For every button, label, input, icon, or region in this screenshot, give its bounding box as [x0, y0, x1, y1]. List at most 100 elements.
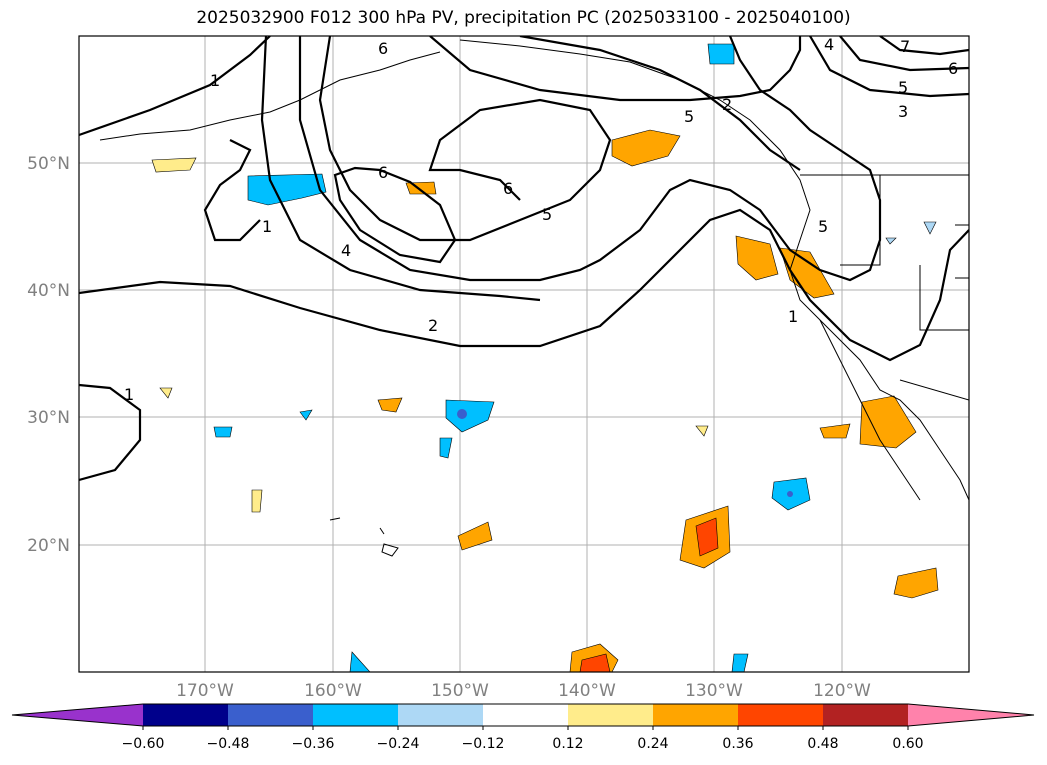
negative-pc-area [731, 653, 749, 672]
negative-pc-area [299, 409, 313, 421]
contour-label: 6 [948, 59, 958, 78]
colorbar-extend-high [908, 704, 1034, 726]
lat-label: 50°N [27, 154, 70, 174]
pv-contour [79, 36, 271, 137]
contour-label: 4 [341, 241, 351, 260]
colorbar-segment [568, 704, 654, 726]
contour-label: 4 [824, 35, 834, 54]
positive-pc-area [151, 157, 197, 173]
positive-pc-area [377, 397, 403, 413]
contour-label: 1 [124, 385, 134, 404]
lat-label: 20°N [27, 536, 70, 556]
colorbar-segment [398, 704, 484, 726]
pv-contour [318, 36, 612, 242]
lat-label: 30°N [27, 408, 70, 428]
colorbar-segment [313, 704, 399, 726]
contour-label: 6 [378, 39, 388, 58]
colorbar-tick-label: −0.60 [122, 736, 165, 752]
latitude-labels: 50°N 40°N 30°N 20°N [27, 154, 70, 556]
positive-pc-area [405, 181, 437, 195]
positive-pc-area [251, 489, 263, 513]
positive-pc-area [893, 567, 939, 599]
colorbar-tick-label: −0.24 [377, 736, 420, 752]
pv-contour [79, 383, 142, 482]
contour-labels: 6 1 1 1 6 6 5 4 2 5 1 2 6 5 3 7 4 5 [124, 35, 958, 404]
pv-contour [298, 36, 882, 282]
positive-pc-area [735, 235, 779, 281]
contour-label: 5 [684, 107, 694, 126]
colorbar-segment [738, 704, 824, 726]
lon-label: 170°W [176, 681, 234, 701]
pv-contour [519, 36, 801, 171]
colorbar: −0.60 −0.48 −0.36 −0.24 −0.12 0.12 0.24 0.36 0.4… [11, 703, 1035, 752]
lon-label: 160°W [304, 681, 362, 701]
negative-pc-area [439, 437, 453, 459]
positive-pc-core [695, 517, 719, 557]
map-background [79, 36, 969, 672]
negative-pc-area [923, 221, 937, 235]
contour-label: 5 [542, 205, 552, 224]
lon-label: 120°W [813, 681, 871, 701]
contour-label: 6 [503, 179, 513, 198]
negative-pc-area [247, 173, 327, 206]
positive-pc-area [695, 425, 709, 437]
contour-label: 7 [900, 37, 910, 56]
colorbar-tick-label: −0.36 [292, 736, 335, 752]
contour-label: 3 [898, 102, 908, 121]
pv-contour [260, 36, 541, 302]
precipitation-shading [151, 43, 939, 672]
colorbar-tick-label: 0.60 [892, 736, 923, 752]
coastlines [99, 39, 969, 557]
colorbar-segment [823, 704, 909, 726]
colorbar-extend-low [12, 704, 143, 726]
positive-pc-area [859, 395, 917, 449]
negative-pc-area [349, 651, 371, 672]
colorbar-tick-label: 0.48 [807, 736, 838, 752]
lon-label: 130°W [685, 681, 743, 701]
lon-label: 150°W [431, 681, 489, 701]
colorbar-tick-label: −0.48 [207, 736, 250, 752]
contour-label: 5 [818, 217, 828, 236]
positive-pc-area [159, 387, 173, 399]
contour-label: 5 [898, 78, 908, 97]
longitude-labels: 170°W 160°W 150°W 140°W 130°W 120°W [176, 681, 871, 701]
colorbar-segment [228, 704, 314, 726]
colorbar-segment [653, 704, 739, 726]
pv-contour [333, 166, 457, 264]
lat-label: 40°N [27, 281, 70, 301]
pv-contours [79, 36, 969, 482]
contour-label: 1 [262, 217, 272, 236]
pv-contour [203, 139, 261, 242]
positive-pc-area [457, 521, 493, 551]
negative-pc-area [213, 426, 233, 438]
contour-label: 2 [722, 95, 732, 114]
colorbar-segment [483, 704, 569, 726]
contour-label: 6 [378, 163, 388, 182]
negative-pc-area [707, 43, 735, 65]
contour-label: 2 [428, 316, 438, 335]
pv-contour [429, 36, 802, 102]
negative-pc-area [445, 399, 495, 433]
colorbar-tick-label: 0.12 [552, 736, 583, 752]
positive-pc-core [579, 653, 611, 672]
gridlines [79, 36, 969, 672]
colorbar-tick-label: 0.36 [722, 736, 753, 752]
lon-label: 140°W [558, 681, 616, 701]
contour-label: 1 [210, 71, 220, 90]
colorbar-tick-label: −0.12 [462, 736, 505, 752]
colorbar-tick-label: 0.24 [637, 736, 668, 752]
pv-contour [839, 36, 969, 72]
pv-contour [879, 36, 969, 56]
contour-label: 1 [788, 307, 798, 326]
negative-pc-core [457, 409, 467, 419]
positive-pc-area [611, 129, 681, 167]
pv-contour [809, 36, 969, 98]
map-frame [78, 35, 970, 673]
pv-contour [79, 208, 969, 362]
positive-pc-area [819, 423, 851, 439]
colorbar-segment [143, 704, 229, 726]
negative-pc-core [787, 491, 793, 497]
map-title: 2025032900 F012 300 hPa PV, precipitatio… [196, 8, 851, 28]
negative-pc-area [885, 237, 897, 245]
